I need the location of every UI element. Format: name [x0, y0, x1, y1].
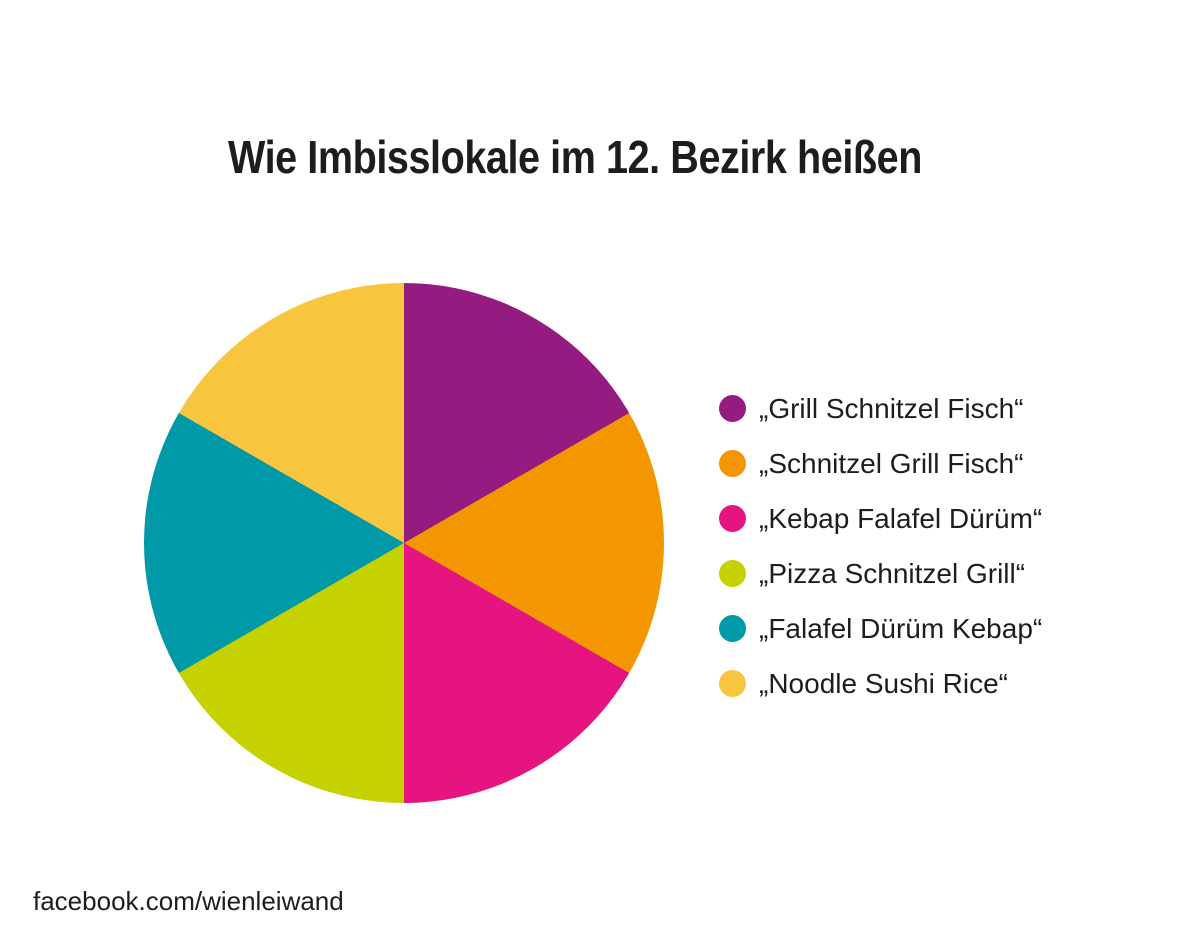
legend-color-dot	[719, 560, 746, 587]
legend-label: „Falafel Dürüm Kebap“	[759, 612, 1043, 644]
pie-chart	[144, 283, 664, 803]
legend-color-dot	[719, 615, 746, 642]
legend-item: „Schnitzel Grill Fisch“	[719, 436, 1042, 491]
legend-label: „Noodle Sushi Rice“	[759, 667, 1008, 699]
legend-item: „Pizza Schnitzel Grill“	[719, 546, 1042, 601]
legend-color-dot	[719, 505, 746, 532]
legend-item: „Grill Schnitzel Fisch“	[719, 381, 1042, 436]
footer-credit: facebook.com/wienleiwand	[33, 886, 344, 916]
legend-label: „Kebap Falafel Dürüm“	[759, 502, 1043, 534]
legend-color-dot	[719, 670, 746, 697]
legend-color-dot	[719, 395, 746, 422]
legend-label: „Schnitzel Grill Fisch“	[759, 447, 1024, 479]
legend-item: „Falafel Dürüm Kebap“	[719, 601, 1042, 656]
legend: „Grill Schnitzel Fisch“ „Schnitzel Grill …	[719, 381, 1042, 711]
legend-label: „Grill Schnitzel Fisch“	[759, 392, 1024, 424]
chart-title: Wie Imbisslokale im 12. Bezirk heißen	[228, 131, 922, 183]
legend-color-dot	[719, 450, 746, 477]
legend-label: „Pizza Schnitzel Grill“	[759, 557, 1026, 589]
legend-item: „Noodle Sushi Rice“	[719, 656, 1042, 711]
legend-item: „Kebap Falafel Dürüm“	[719, 491, 1042, 546]
